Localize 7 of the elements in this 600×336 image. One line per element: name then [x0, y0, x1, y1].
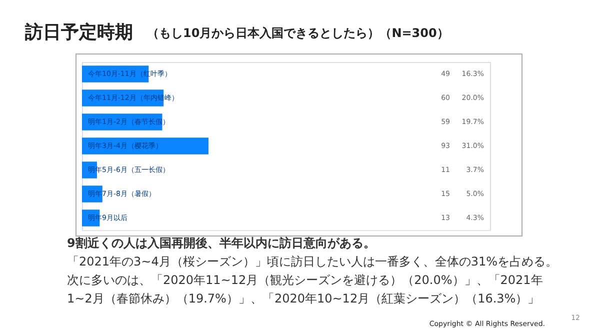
chart-title: 訪日予定時期: [24, 22, 133, 43]
text: 次に多いのは、「2020年11~12月（観光シーズンを避ける）（20.0%）」、「2021年: [67, 273, 543, 287]
text: 9割近くの人は入国再開後、半年以内に訪日意向がある。: [67, 236, 376, 250]
bar: [82, 138, 208, 154]
text: 1~2月（春節休み）（19.7%）」、「2020年10~12月（紅葉シーズン）（16.3%）」: [67, 292, 540, 306]
text: 「2021年の3~4月（桜シーズン）」頃に訪日したい人は一番多く、全体の31%を占める。: [67, 254, 558, 268]
chart-subtitle: （もし10月から日本入国できるとしたら）（N=300）: [147, 26, 449, 40]
